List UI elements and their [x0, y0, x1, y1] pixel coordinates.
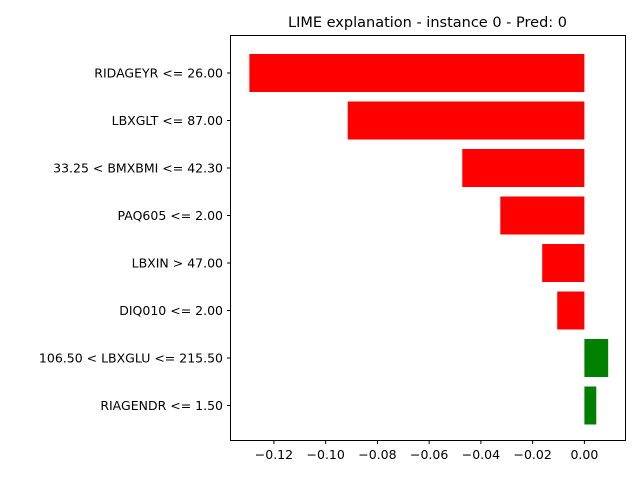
- axes-frame: [231, 36, 626, 441]
- y-tick-label: DIQ010 <= 2.00: [119, 303, 223, 318]
- bar-4: [542, 244, 584, 282]
- x-tick-label: −0.08: [358, 447, 396, 462]
- y-tick-label: RIDAGEYR <= 26.00: [94, 66, 223, 81]
- bar-7: [584, 387, 596, 425]
- y-tick-label: LBXGLT <= 87.00: [112, 113, 223, 128]
- y-tick-label: LBXIN > 47.00: [132, 256, 223, 271]
- x-tick-label: −0.06: [410, 447, 448, 462]
- y-tick-label: PAQ605 <= 2.00: [118, 208, 224, 223]
- chart-title: LIME explanation - instance 0 - Pred: 0: [288, 15, 567, 31]
- x-tick-label: 0.00: [570, 447, 598, 462]
- bar-2: [462, 149, 584, 187]
- x-tick-label: −0.02: [513, 447, 551, 462]
- bar-1: [348, 102, 585, 140]
- bar-0: [249, 54, 584, 92]
- x-tick-label: −0.10: [307, 447, 345, 462]
- bars-group: [249, 54, 608, 425]
- x-tick-label: −0.04: [462, 447, 500, 462]
- bar-6: [584, 339, 608, 377]
- x-tick-label: −0.12: [255, 447, 293, 462]
- y-tick-label: 33.25 < BMXBMI <= 42.30: [53, 161, 223, 176]
- y-tick-label: 106.50 < LBXGLU <= 215.50: [39, 351, 223, 366]
- bar-5: [557, 292, 584, 330]
- y-tick-label: RIAGENDR <= 1.50: [100, 398, 223, 413]
- y-axis: RIDAGEYR <= 26.00 LBXGLT <= 87.00 33.25 < …: [39, 66, 231, 414]
- bar-3: [500, 197, 584, 235]
- x-axis: −0.12 −0.10 −0.08 −0.06 −0.04 −0.02 0.00: [255, 440, 599, 462]
